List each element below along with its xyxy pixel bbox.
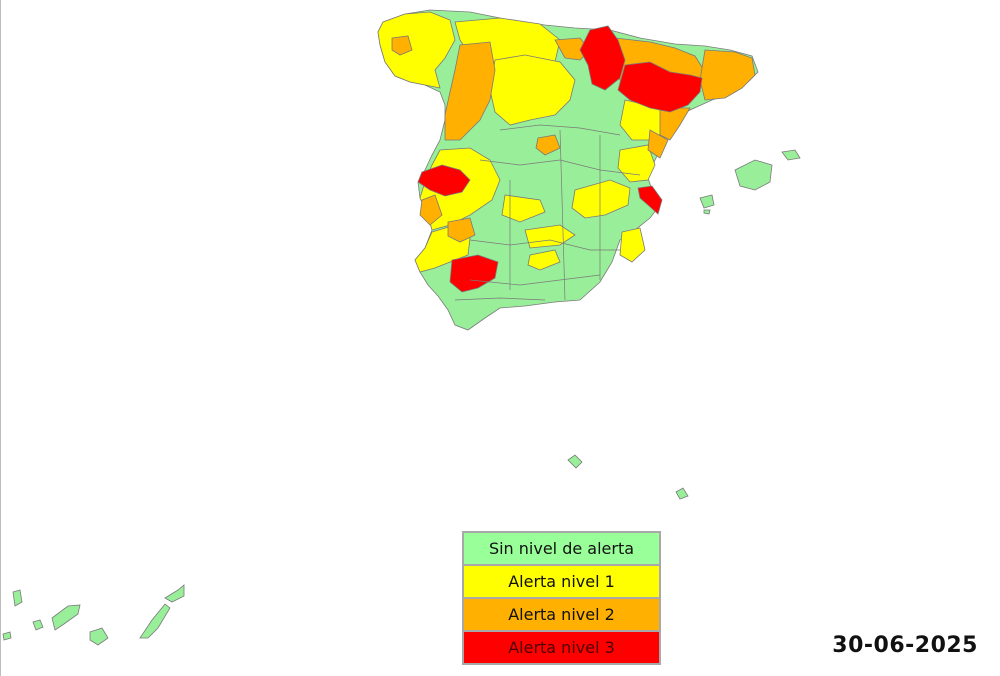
- map-frame-border: [0, 0, 1, 676]
- region-fuerteventura[interactable]: [139, 603, 171, 639]
- region-la-gomera[interactable]: [32, 619, 44, 631]
- legend-item-no-alert: Sin nivel de alerta: [464, 533, 659, 564]
- region-extremadura-orange-2[interactable]: [447, 217, 476, 243]
- region-jaen-yellow[interactable]: [527, 249, 561, 271]
- region-cordoba-red[interactable]: [449, 254, 499, 293]
- region-extremadura-orange[interactable]: [419, 194, 443, 226]
- region-el-hierro[interactable]: [2, 631, 12, 641]
- region-mallorca[interactable]: [734, 159, 773, 191]
- region-east-yellow[interactable]: [571, 179, 631, 219]
- region-galicia-orange[interactable]: [391, 35, 413, 56]
- map-legend: Sin nivel de alerta Alerta nivel 1 Alert…: [462, 531, 661, 665]
- region-ceuta[interactable]: [567, 454, 583, 469]
- north-africa-cities: [567, 454, 689, 500]
- region-center-yellow[interactable]: [501, 194, 546, 223]
- region-menorca[interactable]: [781, 149, 801, 161]
- region-caceres-red[interactable]: [417, 164, 471, 197]
- region-tarragona-orange[interactable]: [659, 107, 691, 141]
- region-madrid-orange[interactable]: [535, 134, 561, 156]
- legend-item-level-3: Alerta nivel 3: [464, 630, 659, 663]
- balearic-islands: [699, 149, 801, 215]
- region-catalonia-orange[interactable]: [699, 49, 756, 101]
- region-castilla-north-yellow[interactable]: [489, 54, 576, 126]
- region-galicia-yellow[interactable]: [377, 11, 456, 89]
- region-leon-orange[interactable]: [444, 41, 496, 141]
- region-formentera[interactable]: [703, 209, 711, 215]
- region-east-orange[interactable]: [647, 129, 669, 159]
- region-ibiza[interactable]: [699, 194, 715, 209]
- region-lanzarote[interactable]: [164, 584, 185, 603]
- region-valencia-red[interactable]: [637, 185, 663, 215]
- region-aragon-red[interactable]: [617, 61, 703, 113]
- region-south-center-yellow[interactable]: [524, 224, 576, 249]
- province-borders: [454, 124, 641, 301]
- region-la-palma[interactable]: [12, 589, 23, 607]
- legend-item-level-1: Alerta nivel 1: [464, 564, 659, 597]
- map-date: 30-06-2025: [832, 633, 978, 658]
- region-melilla[interactable]: [675, 487, 689, 500]
- region-valencia-yellow[interactable]: [617, 144, 656, 183]
- region-tenerife[interactable]: [51, 604, 81, 631]
- legend-item-level-2: Alerta nivel 2: [464, 597, 659, 630]
- region-gran-canaria[interactable]: [89, 627, 109, 646]
- level3-regions: [417, 25, 703, 293]
- region-navarra-red[interactable]: [579, 25, 626, 91]
- canary-islands: [2, 584, 185, 646]
- region-east-coast-yellow[interactable]: [619, 227, 646, 263]
